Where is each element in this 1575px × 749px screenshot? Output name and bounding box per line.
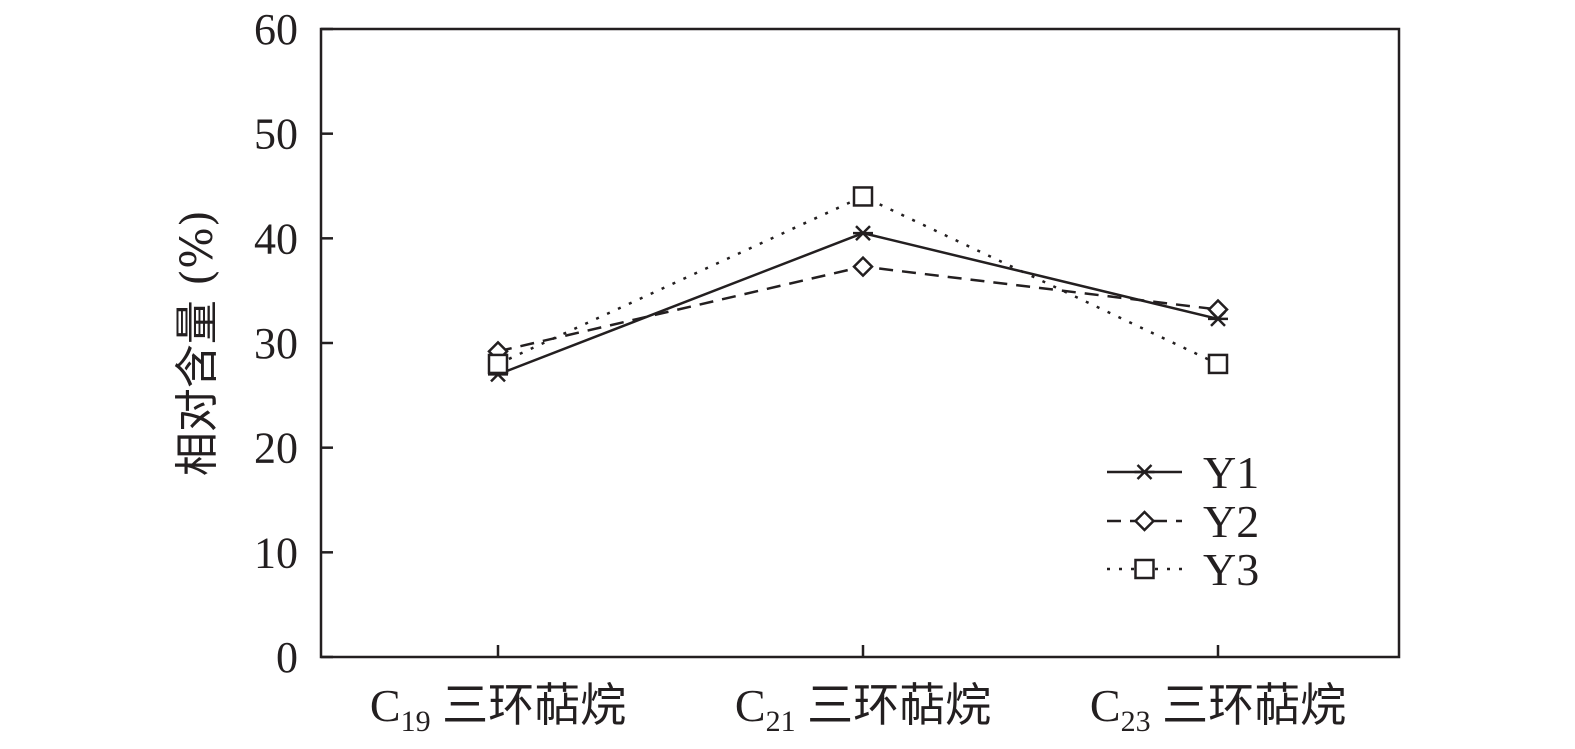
y-tick-label: 30 bbox=[254, 319, 298, 368]
y-tick-label: 50 bbox=[254, 110, 298, 159]
legend-label: Y1 bbox=[1203, 447, 1259, 498]
series-line-y2 bbox=[497, 265, 1219, 353]
y-tick-label: 60 bbox=[254, 5, 298, 54]
y-axis: 0 10 20 30 40 50 60 bbox=[254, 5, 333, 682]
y-tick-label: 0 bbox=[276, 633, 298, 682]
x-axis: C19 三环萜烷 C21 三环萜烷 C23 三环萜烷 bbox=[370, 645, 1346, 738]
data-point-y1 bbox=[853, 225, 873, 241]
legend-marker bbox=[1133, 510, 1156, 532]
legend-label: Y3 bbox=[1203, 544, 1259, 595]
y-tick-label: 40 bbox=[254, 214, 298, 263]
y-tick-label: 20 bbox=[254, 424, 298, 473]
data-point-y3 bbox=[487, 353, 509, 375]
x-tick-label: C19 三环萜烷 bbox=[370, 680, 626, 738]
series-lines bbox=[497, 195, 1219, 376]
series-markers bbox=[487, 186, 1229, 383]
series-line-y1 bbox=[497, 231, 1219, 376]
legend-marker bbox=[1134, 464, 1155, 480]
legend-label: Y2 bbox=[1203, 496, 1259, 547]
data-point-y2 bbox=[1207, 298, 1229, 321]
legend-item-y2: Y2 bbox=[1107, 496, 1259, 547]
y-axis-label: 相对含量 (%) bbox=[172, 210, 223, 476]
y-tick-label: 10 bbox=[254, 528, 298, 577]
data-point-y3 bbox=[852, 186, 874, 207]
data-point-y3 bbox=[1207, 353, 1229, 375]
legend-item-y1: Y1 bbox=[1107, 447, 1259, 498]
x-tick-label: C23 三环萜烷 bbox=[1090, 680, 1346, 738]
legend-item-y3: Y3 bbox=[1107, 544, 1259, 595]
legend-marker bbox=[1134, 558, 1155, 580]
x-tick-label: C21 三环萜烷 bbox=[735, 680, 991, 738]
series-line-y3 bbox=[497, 195, 1219, 366]
data-point-y2 bbox=[852, 255, 874, 278]
